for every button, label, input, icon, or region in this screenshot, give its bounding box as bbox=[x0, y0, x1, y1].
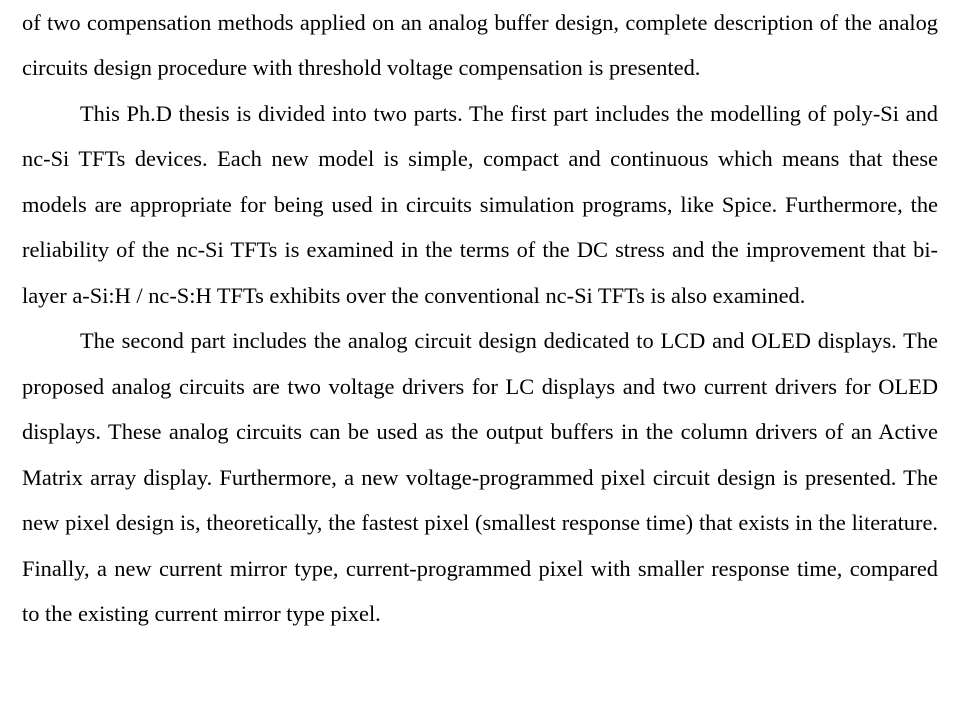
paragraph-part2: The second part includes the analog circ… bbox=[22, 318, 938, 636]
paragraph-part1: This Ph.D thesis is divided into two par… bbox=[22, 91, 938, 318]
paragraph-continuation: of two compensation methods applied on a… bbox=[22, 0, 938, 91]
body-text: This Ph.D thesis is divided into two par… bbox=[22, 101, 938, 308]
body-text: The second part includes the analog circ… bbox=[22, 328, 938, 626]
body-text: of two compensation methods applied on a… bbox=[22, 10, 938, 80]
document-page: of two compensation methods applied on a… bbox=[0, 0, 960, 716]
